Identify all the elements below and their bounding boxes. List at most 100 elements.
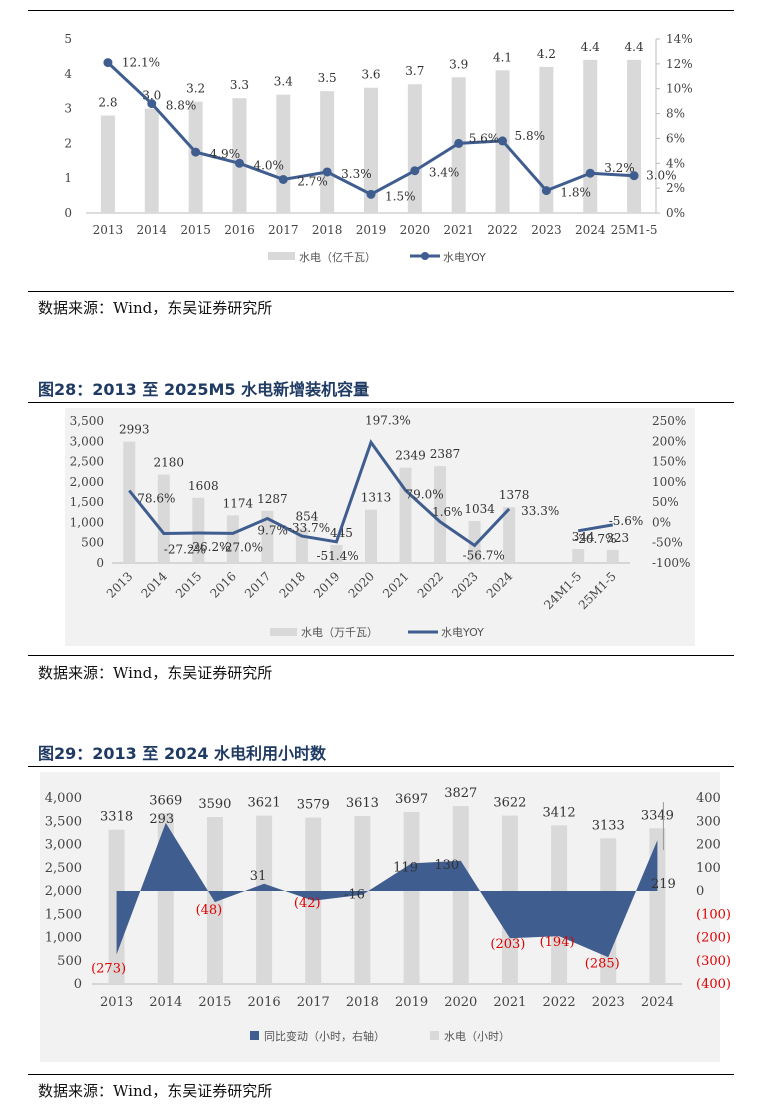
- left-tick-label: 3,000: [70, 434, 104, 448]
- bottom-rule-chart3: [28, 1074, 734, 1075]
- bar-value-label: 344: [572, 530, 595, 544]
- legend-label-line: 水电YOY: [441, 626, 484, 639]
- bar: [468, 521, 481, 563]
- figure-29-title: 图29：2013 至 2024 水电利用小时数: [38, 744, 327, 763]
- yoy-value-label: 79.0%: [406, 487, 444, 501]
- bar: [503, 507, 516, 563]
- change-value-label: (194): [540, 935, 575, 950]
- bar-value-label: 3318: [100, 810, 133, 825]
- bar-value-label: 3.7: [405, 64, 424, 78]
- x-tick-label: 2014: [149, 995, 182, 1010]
- bar-value-label: 1287: [257, 492, 288, 506]
- bar: [434, 466, 447, 563]
- bar: [276, 94, 291, 213]
- bar-value-label: 445: [330, 526, 353, 540]
- yoy-value-label: 4.9%: [210, 147, 241, 161]
- bar: [192, 497, 205, 563]
- bar: [320, 91, 335, 213]
- yoy-value-label: -27.2%: [164, 542, 206, 556]
- x-tick-label: 2021: [493, 995, 526, 1010]
- legend-swatch-bar: [268, 252, 295, 260]
- bar-value-label: 2180: [154, 456, 185, 470]
- chart-hydro-utilization-hours: 0 500 1,000 1,500 2,000 2,500 3,000 3,500 4,000 (…: [40, 772, 731, 1062]
- left-tick-label: 3,000: [45, 838, 82, 853]
- yoy-value-label: -33.7%: [288, 521, 330, 535]
- left-tick-label: 1,000: [45, 931, 82, 946]
- left-tick-label: 2,500: [70, 455, 104, 469]
- x-tick-label: 2023: [592, 995, 625, 1010]
- x-tick-label: 2017: [297, 995, 330, 1010]
- right-tick-label: 0%: [652, 515, 671, 529]
- bar-value-label: 3622: [493, 796, 526, 811]
- x-tick-label: 2017: [268, 223, 299, 237]
- yoy-value-label: 2.7%: [297, 174, 328, 188]
- legend-swatch-area: [250, 1031, 259, 1040]
- legend-swatch-marker: [421, 252, 429, 260]
- x-tick-label: 2022: [543, 995, 576, 1010]
- bar-value-label: 2349: [395, 449, 426, 463]
- left-tick-label: 5: [64, 32, 72, 46]
- left-tick-label: 2,000: [70, 475, 104, 489]
- yoy-value-label: 4.0%: [253, 158, 284, 172]
- bar: [123, 441, 136, 563]
- left-tick-label: 2: [64, 136, 72, 150]
- left-tick-label: 0: [96, 556, 104, 570]
- bar-value-label: 4.4: [581, 40, 600, 54]
- yoy-value-label: 1.8%: [560, 186, 591, 200]
- yoy-value-label: 9.7%: [257, 523, 288, 537]
- bar-value-label: 2.8: [98, 96, 117, 110]
- bar-value-label: 3.2: [186, 82, 205, 96]
- bar: [305, 817, 322, 984]
- yoy-value-label: 3.3%: [341, 167, 372, 181]
- bar: [403, 812, 420, 984]
- yoy-value-label: 12.1%: [122, 56, 160, 70]
- source-note-1: 数据来源：Wind，东吴证券研究所: [38, 299, 273, 317]
- bar-value-label: 3579: [297, 798, 330, 813]
- legend-label-bar: 水电（亿千瓦）: [299, 251, 376, 264]
- yoy-point: [585, 168, 595, 178]
- bar-value-label: 3.4: [274, 75, 293, 89]
- right-tick-label: 0%: [666, 206, 685, 220]
- left-tick-label: 2,000: [45, 884, 82, 899]
- x-tick-label: 2016: [224, 223, 255, 237]
- yoy-value-label: 1.6%: [432, 505, 463, 519]
- right-tick-label: 4%: [666, 156, 685, 170]
- bottom-rule-chart2: [28, 655, 734, 656]
- yoy-point: [498, 136, 508, 146]
- yoy-value-label: -56.7%: [463, 548, 505, 562]
- yoy-value-label: 197.3%: [365, 413, 411, 427]
- yoy-change-area: [116, 822, 658, 958]
- source-note-2: 数据来源：Wind，东吴证券研究所: [38, 664, 273, 682]
- left-tick-label: 3,500: [45, 814, 82, 829]
- x-tick-label: 2020: [400, 223, 431, 237]
- change-value-label: -16: [344, 888, 365, 903]
- plot-background: [65, 408, 695, 646]
- right-tick-label: 12%: [666, 57, 693, 71]
- bar-value-label: 3590: [198, 797, 231, 812]
- yoy-value-label: 33.3%: [521, 504, 559, 518]
- bar-value-label: 3412: [543, 805, 576, 820]
- yoy-value-label: 3.2%: [604, 161, 635, 175]
- right-tick-label: (300): [696, 954, 731, 969]
- change-value-label: (48): [196, 903, 223, 918]
- bar: [606, 549, 619, 563]
- x-tick-label: 2020: [444, 995, 477, 1010]
- top-rule-chart1: [28, 10, 734, 11]
- yoy-point: [454, 138, 464, 148]
- right-tick-label: 2%: [666, 181, 685, 195]
- right-tick-label: 100%: [652, 475, 686, 489]
- left-tick-label: 1,500: [45, 907, 82, 922]
- change-value-label: 31: [250, 869, 267, 884]
- figure-28-title: 图28：2013 至 2025M5 水电新增装机容量: [38, 380, 370, 399]
- x-tick-label: 2024: [641, 995, 674, 1010]
- x-tick-label: 2019: [395, 995, 428, 1010]
- x-tick-label: 2015: [180, 223, 211, 237]
- yoy-point: [322, 167, 332, 177]
- right-tick-label: (200): [696, 931, 731, 946]
- change-value-label: 130: [434, 858, 459, 873]
- x-tick-label: 2016: [248, 995, 281, 1010]
- yoy-value-label: -27.0%: [221, 540, 263, 554]
- bar-value-label: 3697: [395, 792, 428, 807]
- legend-label-bar: 水电（小时）: [444, 1030, 510, 1043]
